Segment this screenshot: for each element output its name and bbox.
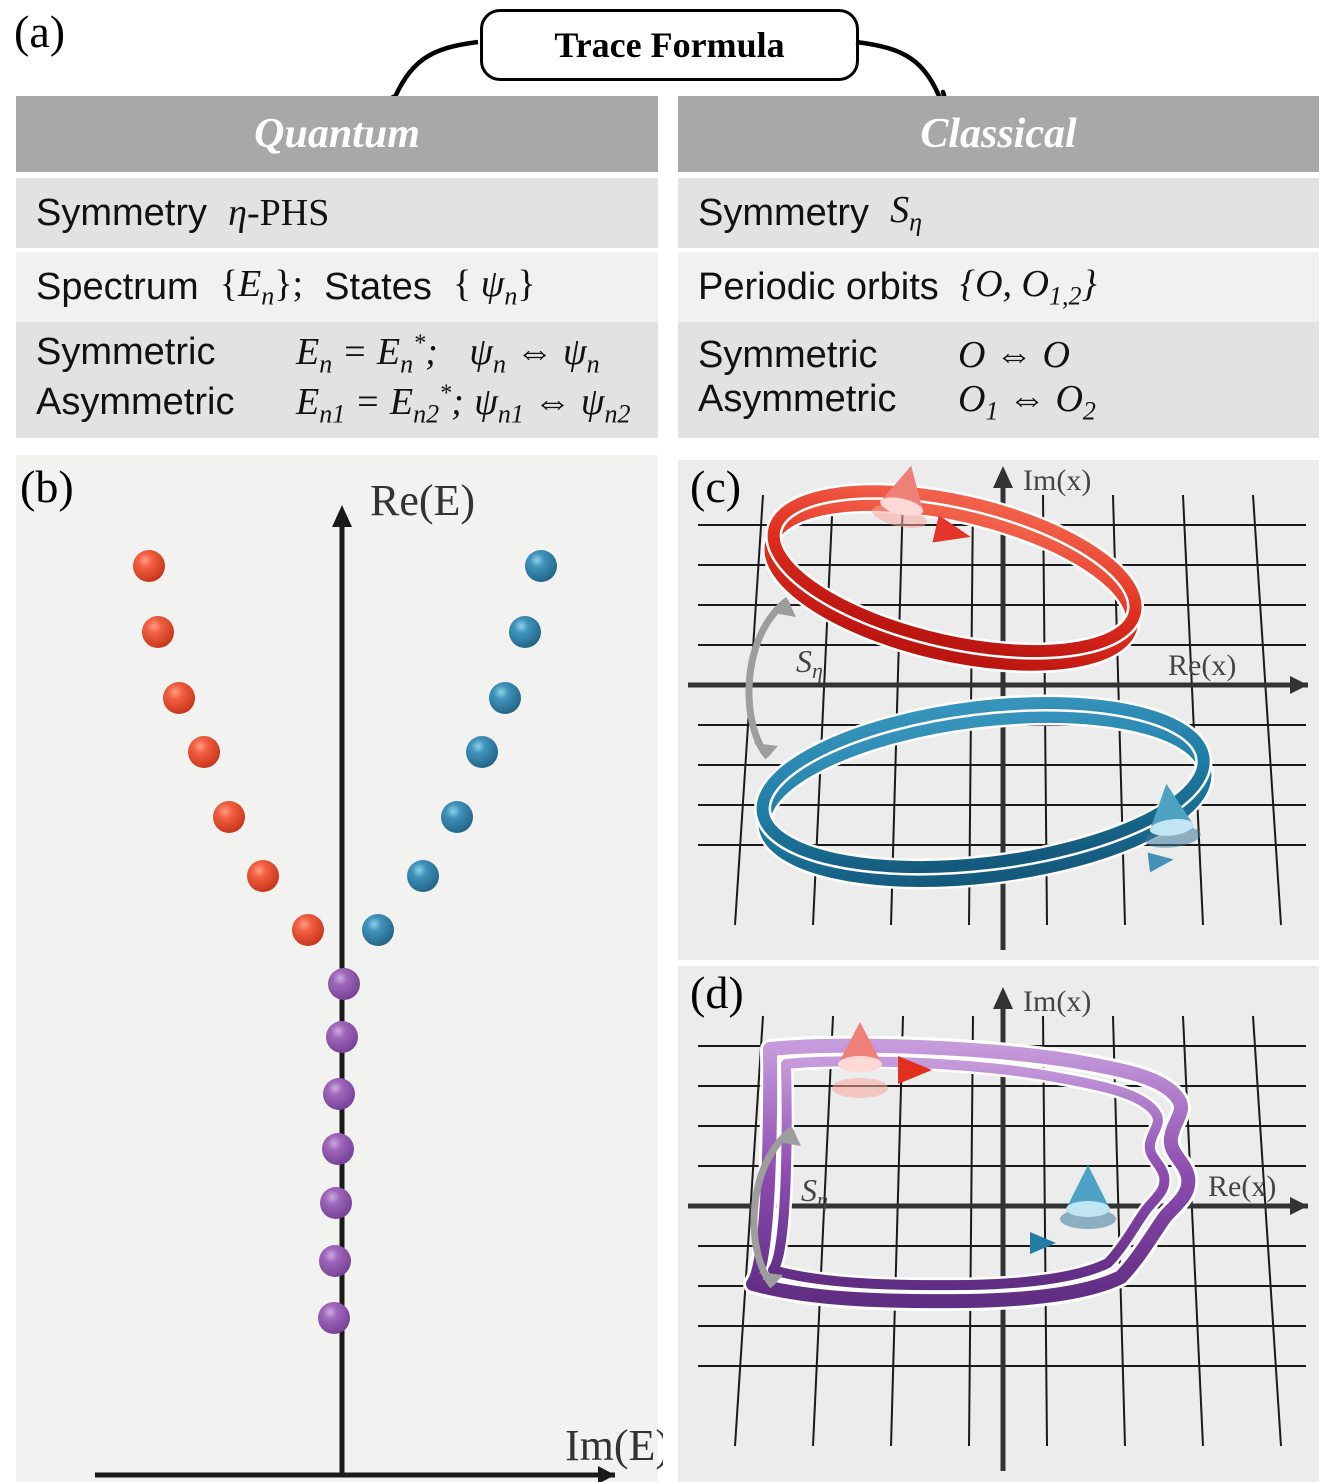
- svg-text:Im(x): Im(x): [1023, 464, 1091, 497]
- svg-text:Im(x): Im(x): [1023, 985, 1091, 1018]
- svg-text:Sη: Sη: [801, 1172, 828, 1212]
- svg-text:Re(E): Re(E): [370, 476, 475, 525]
- svg-text:Im(E): Im(E): [565, 1421, 663, 1470]
- svg-text:Re(x): Re(x): [1168, 649, 1236, 682]
- svg-text:Sη: Sη: [796, 643, 823, 683]
- svg-text:Re(x): Re(x): [1208, 1170, 1276, 1203]
